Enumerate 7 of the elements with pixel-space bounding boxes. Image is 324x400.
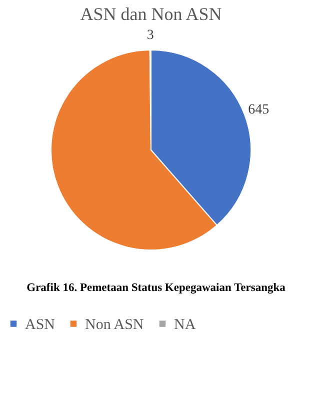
chart-title: ASN dan Non ASN bbox=[80, 4, 222, 24]
legend-label: NA bbox=[174, 316, 196, 333]
data-label: 645 bbox=[248, 102, 270, 118]
text: Grafik 16. Pemetaan Status Kepegawaian Tersangka bbox=[26, 282, 286, 294]
data-label: 3 bbox=[146, 28, 154, 43]
legend-label: ASN bbox=[25, 316, 56, 333]
legend-label: Non ASN bbox=[85, 316, 144, 333]
